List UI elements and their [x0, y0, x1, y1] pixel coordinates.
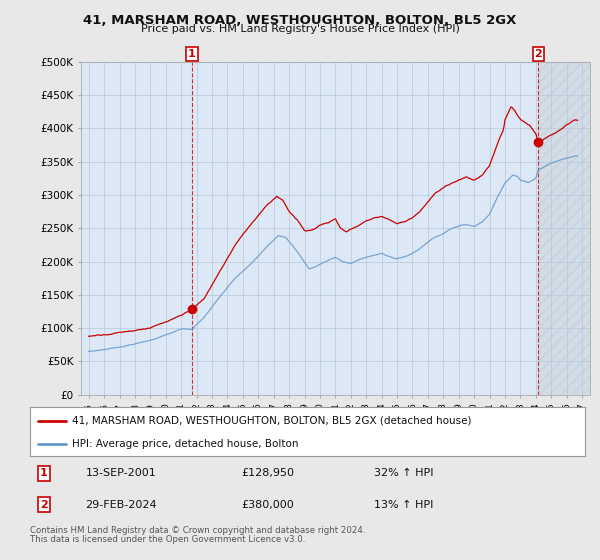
Text: £128,950: £128,950: [241, 468, 294, 478]
Text: 29-FEB-2024: 29-FEB-2024: [86, 500, 157, 510]
Text: HPI: Average price, detached house, Bolton: HPI: Average price, detached house, Bolt…: [71, 439, 298, 449]
Text: 13-SEP-2001: 13-SEP-2001: [86, 468, 156, 478]
Text: This data is licensed under the Open Government Licence v3.0.: This data is licensed under the Open Gov…: [30, 535, 305, 544]
Text: 41, MARSHAM ROAD, WESTHOUGHTON, BOLTON, BL5 2GX (detached house): 41, MARSHAM ROAD, WESTHOUGHTON, BOLTON, …: [71, 416, 471, 426]
Text: 1: 1: [188, 49, 196, 59]
Text: 41, MARSHAM ROAD, WESTHOUGHTON, BOLTON, BL5 2GX: 41, MARSHAM ROAD, WESTHOUGHTON, BOLTON, …: [83, 14, 517, 27]
Text: Price paid vs. HM Land Registry's House Price Index (HPI): Price paid vs. HM Land Registry's House …: [140, 24, 460, 34]
Bar: [538, 62, 590, 395]
Text: 2: 2: [535, 49, 542, 59]
Text: £380,000: £380,000: [241, 500, 293, 510]
Text: 1: 1: [40, 468, 48, 478]
Text: 32% ↑ HPI: 32% ↑ HPI: [374, 468, 434, 478]
Text: Contains HM Land Registry data © Crown copyright and database right 2024.: Contains HM Land Registry data © Crown c…: [30, 526, 365, 535]
Text: 2: 2: [40, 500, 48, 510]
Text: 13% ↑ HPI: 13% ↑ HPI: [374, 500, 433, 510]
